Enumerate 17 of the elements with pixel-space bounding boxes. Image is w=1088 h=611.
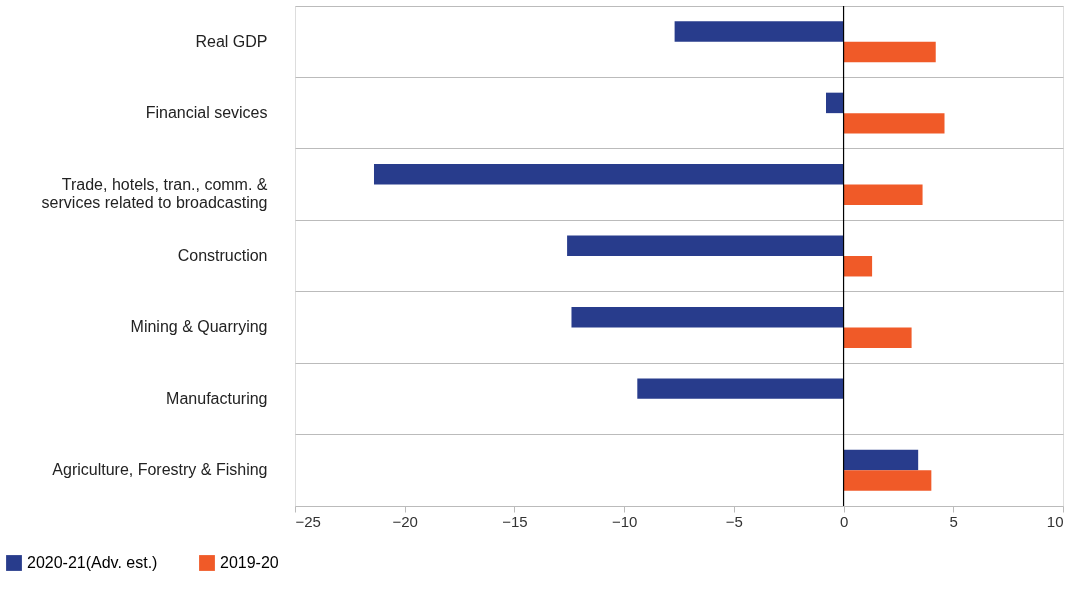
x-tick-label: 10 [1046,512,1064,530]
x-tick-label: 0 [839,512,849,530]
y-tick-label: Real GDP [195,32,268,50]
x-tick-label: 5 [949,512,958,530]
x-tick-label: −5 [725,512,743,530]
y-tick-label: Agriculture, Forestry & Fishing [52,461,268,479]
x-tick-label: −15 [502,512,528,530]
legend-label: 2019-20 [220,554,279,571]
x-tick-label: −20 [392,512,418,530]
x-tick-label: −10 [611,512,638,530]
y-tick-label: Trade, hotels, tran., comm. & services related to broadcasting [41,175,268,211]
x-tick-label: −25 [295,512,321,530]
y-tick-label: Financial sevices [145,104,268,122]
y-tick-label: Construction [177,247,268,264]
y-tick-label: Mining & Quarrying [130,318,268,336]
y-tick-label: Manufacturing [166,389,268,407]
legend-label: 2020-21(Adv. est.) [27,554,158,571]
